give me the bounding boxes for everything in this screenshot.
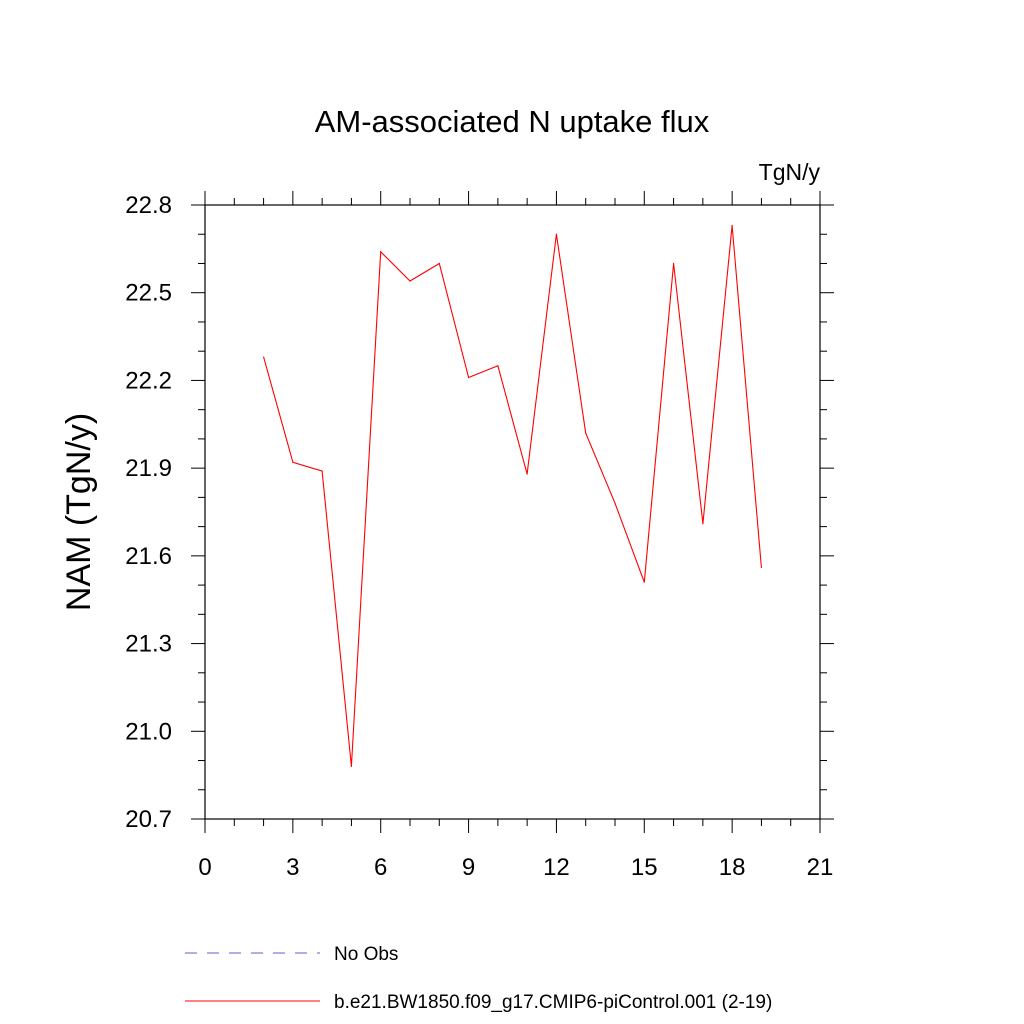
data-point — [292, 461, 294, 463]
data-point — [643, 581, 645, 583]
y-tick-label: 22.2 — [125, 367, 172, 394]
x-tick-label: 6 — [374, 854, 387, 881]
data-point — [555, 233, 558, 235]
series-group — [262, 224, 763, 767]
y-tick-labels: 20.7 21.0 21.3 21.6 21.9 22.2 22.5 22.8 — [125, 192, 172, 833]
chart-title: AM-associated N uptake flux — [315, 104, 710, 139]
x-tick-label: 18 — [719, 854, 746, 881]
x-tick-label: 0 — [198, 854, 211, 881]
axis-ticks — [191, 191, 834, 833]
data-point — [262, 356, 265, 358]
x-tick-label: 21 — [807, 854, 834, 881]
data-point — [672, 262, 675, 265]
data-point — [467, 376, 470, 379]
data-point — [380, 251, 382, 253]
data-point — [321, 470, 323, 472]
x-tick-labels: 0 3 6 9 12 15 18 21 — [198, 854, 833, 881]
y-tick-label: 22.5 — [125, 280, 172, 307]
y-axis-label: NAM (TgN/y) — [60, 413, 98, 611]
y-tick-label: 21.9 — [125, 455, 172, 482]
legend-no-obs-label: No Obs — [334, 944, 398, 965]
legend: No Obs b.e21.BW1850.f09_g17.CMIP6-piCont… — [185, 944, 772, 1013]
plot-frame — [204, 204, 821, 820]
data-point — [497, 365, 499, 367]
y-tick-label: 22.8 — [125, 192, 172, 219]
x-tick-label: 3 — [286, 854, 299, 881]
x-tick-label: 12 — [543, 854, 570, 881]
units-label: TgN/y — [759, 159, 821, 185]
data-point — [585, 432, 587, 434]
x-tick-label: 15 — [631, 854, 658, 881]
data-point — [350, 765, 353, 767]
data-point — [614, 502, 616, 504]
x-tick-label: 9 — [462, 854, 475, 881]
data-point — [731, 224, 733, 227]
data-point — [760, 566, 763, 569]
data-point — [702, 523, 704, 525]
y-tick-label: 21.0 — [125, 718, 172, 745]
y-tick-label: 21.3 — [125, 631, 172, 658]
y-tick-label: 20.7 — [125, 806, 172, 833]
data-point — [438, 262, 440, 265]
data-point — [409, 280, 411, 282]
data-point — [526, 473, 528, 475]
y-tick-label: 21.6 — [125, 543, 172, 570]
series-line — [263, 225, 762, 767]
legend-series-label: b.e21.BW1850.f09_g17.CMIP6-piControl.001… — [334, 992, 772, 1013]
